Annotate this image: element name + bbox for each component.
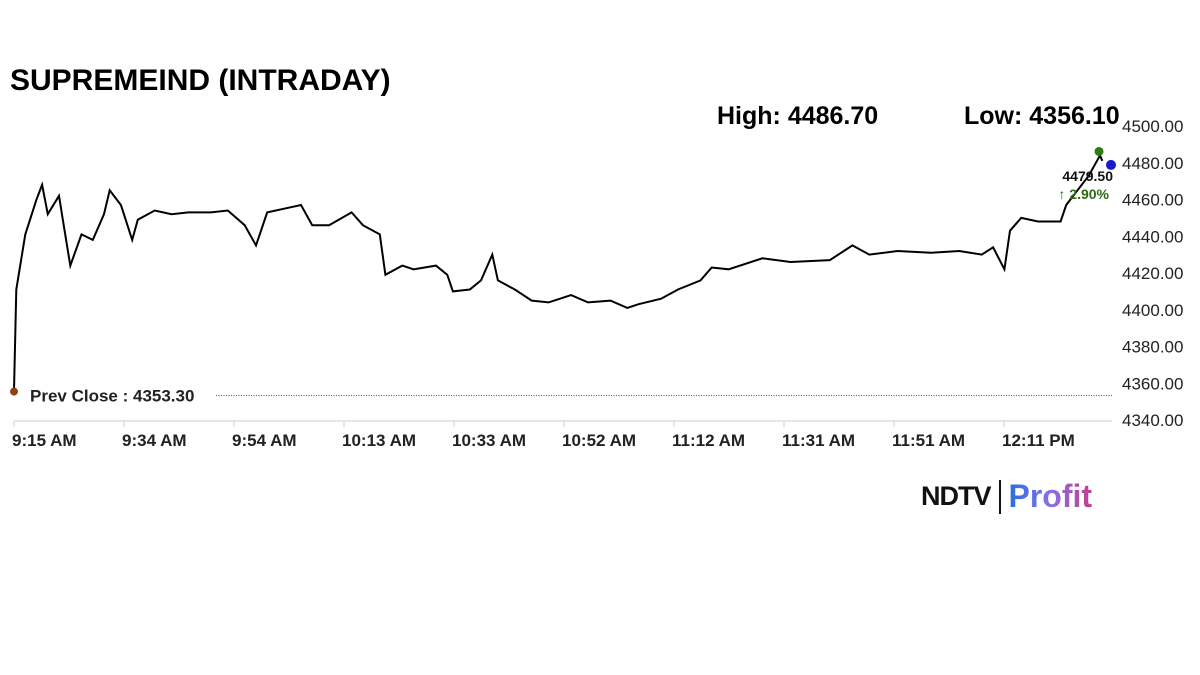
brand-ndtv: NDTV: [921, 481, 991, 511]
logo-divider: [998, 479, 1001, 514]
y-tick-label: 4360.00: [1122, 374, 1183, 393]
prev-close-label: Prev Close : 4353.30: [30, 387, 194, 406]
price-line: [13, 153, 1104, 391]
y-tick-label: 4440.00: [1122, 227, 1183, 246]
x-tick-label: 11:31 AM: [782, 431, 855, 450]
y-tick-label: 4460.00: [1122, 191, 1183, 210]
high-label: High: 4486.70: [717, 102, 879, 130]
x-tick-label: 11:12 AM: [672, 431, 745, 450]
y-tick-label: 4400.00: [1122, 301, 1183, 320]
x-tick-label: 10:33 AM: [452, 431, 526, 450]
x-tick-label: 9:34 AM: [122, 431, 187, 450]
ndtv-profit-logo: NDTV Profit: [921, 478, 1092, 515]
high-dot: [1094, 146, 1104, 156]
prev-close-dot: [10, 387, 18, 396]
y-tick-label: 4380.00: [1122, 338, 1183, 357]
last-price-label: 4479.50: [1062, 168, 1113, 184]
x-tick-label: 11:51 AM: [892, 431, 965, 450]
x-tick-label: 12:11 PM: [1002, 431, 1075, 450]
last-price-dot: [1106, 159, 1116, 170]
y-tick-label: 4500.00: [1122, 117, 1183, 136]
low-label: Low: 4356.10: [964, 102, 1120, 130]
y-tick-label: 4420.00: [1122, 264, 1183, 283]
x-tick-label: 9:54 AM: [232, 431, 297, 450]
x-tick-label: 10:52 AM: [562, 431, 636, 450]
change-label: ↑ 2.90%: [1058, 186, 1109, 202]
chart-title: SUPREMEIND (INTRADAY): [10, 64, 391, 97]
y-tick-label: 4340.00: [1122, 411, 1183, 430]
brand-profit: Profit: [1008, 478, 1093, 514]
y-tick-label: 4480.00: [1122, 154, 1183, 173]
x-tick-label: 9:15 AM: [12, 431, 77, 450]
x-tick-label: 10:13 AM: [342, 431, 416, 450]
